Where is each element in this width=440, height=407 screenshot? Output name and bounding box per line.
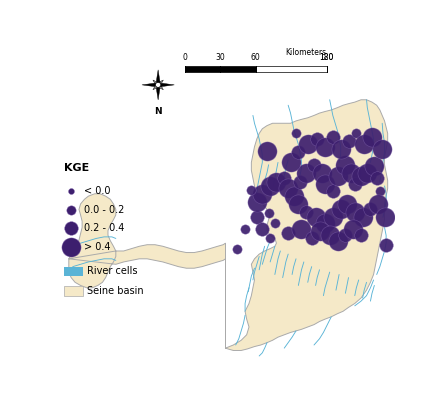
- Point: [316, 228, 323, 234]
- Bar: [185, 66, 256, 72]
- Point: [351, 180, 358, 187]
- Point: [383, 241, 390, 248]
- Point: [304, 141, 311, 148]
- Point: [234, 245, 241, 252]
- FancyBboxPatch shape: [64, 287, 83, 296]
- Point: [264, 147, 271, 154]
- Point: [326, 232, 333, 239]
- Polygon shape: [142, 83, 158, 87]
- Point: [376, 188, 383, 195]
- Point: [259, 226, 266, 232]
- Point: [297, 179, 304, 185]
- Point: [329, 133, 336, 140]
- Point: [353, 130, 360, 137]
- Point: [285, 185, 292, 192]
- Point: [343, 201, 350, 207]
- Point: [350, 226, 357, 232]
- Point: [259, 190, 266, 197]
- Point: [303, 208, 310, 215]
- Point: [248, 186, 255, 193]
- Point: [322, 180, 329, 187]
- Point: [361, 141, 368, 148]
- Point: [311, 162, 318, 168]
- Point: [312, 214, 319, 221]
- Text: River cells: River cells: [87, 266, 137, 276]
- Polygon shape: [153, 80, 160, 86]
- Text: 120: 120: [319, 53, 334, 62]
- Point: [322, 219, 329, 226]
- Point: [253, 214, 260, 221]
- Point: [322, 144, 329, 150]
- Point: [334, 173, 341, 179]
- Text: Seine basin: Seine basin: [87, 286, 143, 296]
- Text: Kilometers: Kilometers: [286, 48, 326, 57]
- Text: < 0.0: < 0.0: [84, 186, 110, 197]
- Point: [281, 175, 288, 182]
- Point: [334, 238, 341, 244]
- Point: [337, 146, 344, 152]
- Point: [345, 138, 352, 144]
- Point: [295, 149, 302, 155]
- Point: [54, 46, 61, 53]
- Polygon shape: [158, 83, 174, 87]
- Point: [351, 208, 358, 215]
- Point: [342, 162, 349, 168]
- Point: [273, 179, 280, 185]
- Point: [329, 188, 336, 195]
- Polygon shape: [156, 85, 161, 100]
- Point: [287, 159, 294, 166]
- Point: [375, 201, 382, 207]
- Point: [370, 163, 377, 170]
- Point: [314, 136, 321, 142]
- Polygon shape: [157, 80, 163, 86]
- Point: [359, 214, 366, 221]
- Polygon shape: [157, 83, 163, 90]
- Text: 60: 60: [251, 53, 260, 62]
- Point: [285, 230, 292, 236]
- Point: [267, 183, 274, 189]
- FancyBboxPatch shape: [64, 267, 83, 276]
- Text: > 0.4: > 0.4: [84, 242, 110, 252]
- Point: [337, 206, 344, 213]
- Point: [358, 173, 365, 179]
- Point: [290, 193, 297, 199]
- Point: [368, 133, 375, 140]
- Point: [253, 198, 260, 205]
- Point: [319, 169, 326, 176]
- Point: [54, 46, 61, 53]
- Point: [54, 46, 61, 53]
- Point: [267, 235, 274, 242]
- Text: 0: 0: [183, 53, 187, 62]
- Text: 180: 180: [319, 53, 334, 62]
- Text: 0.0 - 0.2: 0.0 - 0.2: [84, 205, 125, 214]
- Point: [358, 232, 365, 239]
- Circle shape: [155, 82, 161, 88]
- Point: [293, 130, 300, 137]
- Text: KGE: KGE: [64, 163, 89, 173]
- Polygon shape: [156, 70, 161, 85]
- Point: [342, 232, 349, 239]
- Point: [364, 169, 371, 176]
- Point: [54, 46, 61, 53]
- Point: [381, 214, 388, 221]
- Point: [242, 226, 249, 232]
- Text: N: N: [154, 107, 162, 116]
- Point: [347, 169, 354, 176]
- Text: 0.2 - 0.4: 0.2 - 0.4: [84, 223, 125, 233]
- Point: [265, 210, 272, 217]
- Point: [303, 169, 310, 176]
- Point: [379, 146, 386, 152]
- Point: [367, 206, 374, 213]
- Text: 30: 30: [216, 53, 225, 62]
- Point: [308, 235, 315, 242]
- Point: [271, 219, 279, 226]
- Bar: [256, 66, 326, 72]
- Polygon shape: [69, 100, 388, 350]
- Polygon shape: [153, 83, 160, 90]
- Point: [298, 226, 305, 232]
- Point: [373, 175, 380, 182]
- Point: [329, 214, 336, 221]
- Point: [295, 201, 302, 207]
